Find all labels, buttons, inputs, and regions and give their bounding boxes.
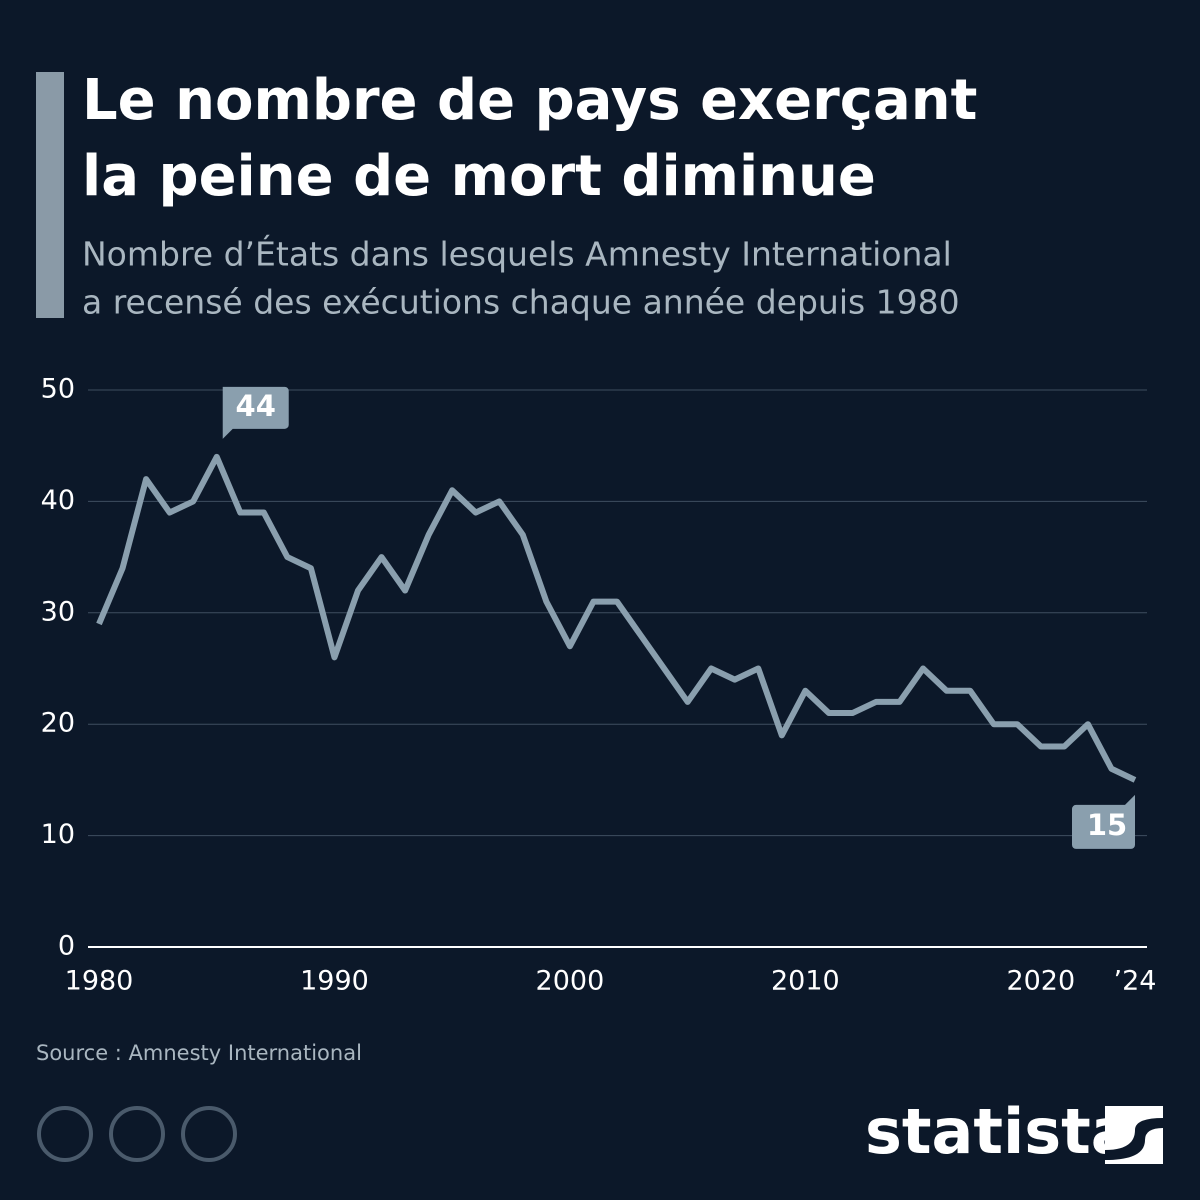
data-label: 15 — [1087, 808, 1127, 842]
chart-subtitle: Nombre d’États dans lesquels Amnesty Int… — [82, 234, 952, 274]
chart-title: la peine de mort diminue — [82, 144, 876, 209]
x-tick-label: 1990 — [300, 966, 369, 997]
x-tick-label: ’24 — [1114, 966, 1157, 997]
y-tick-label: 10 — [41, 819, 75, 850]
x-tick-label: 2020 — [1006, 966, 1075, 997]
y-tick-label: 30 — [41, 596, 75, 627]
callout-box — [1072, 794, 1135, 849]
y-tick-label: 0 — [58, 931, 75, 962]
callout: 44 — [222, 386, 289, 439]
y-tick-label: 20 — [41, 708, 75, 739]
y-tick-label: 50 — [41, 374, 75, 405]
brand: statista — [865, 1095, 1133, 1168]
data-label: 44 — [236, 389, 276, 423]
callout: 15 — [1072, 794, 1135, 849]
brand-icon-wave — [1105, 1118, 1163, 1160]
y-tick-label: 40 — [41, 485, 75, 516]
chart-subtitle: a recensé des exécutions chaque année de… — [82, 283, 960, 322]
line — [96, 453, 1137, 783]
accent-bar — [36, 72, 64, 318]
source: Source : Amnesty International — [36, 1041, 362, 1065]
callout-box — [222, 386, 289, 439]
license-icons — [37, 1106, 237, 1162]
chart-title: Le nombre de pays exerçant — [82, 68, 977, 133]
x-tick-label: 2010 — [771, 966, 840, 997]
x-tick-label: 1980 — [65, 966, 134, 997]
x-tick-label: 2000 — [536, 966, 605, 997]
